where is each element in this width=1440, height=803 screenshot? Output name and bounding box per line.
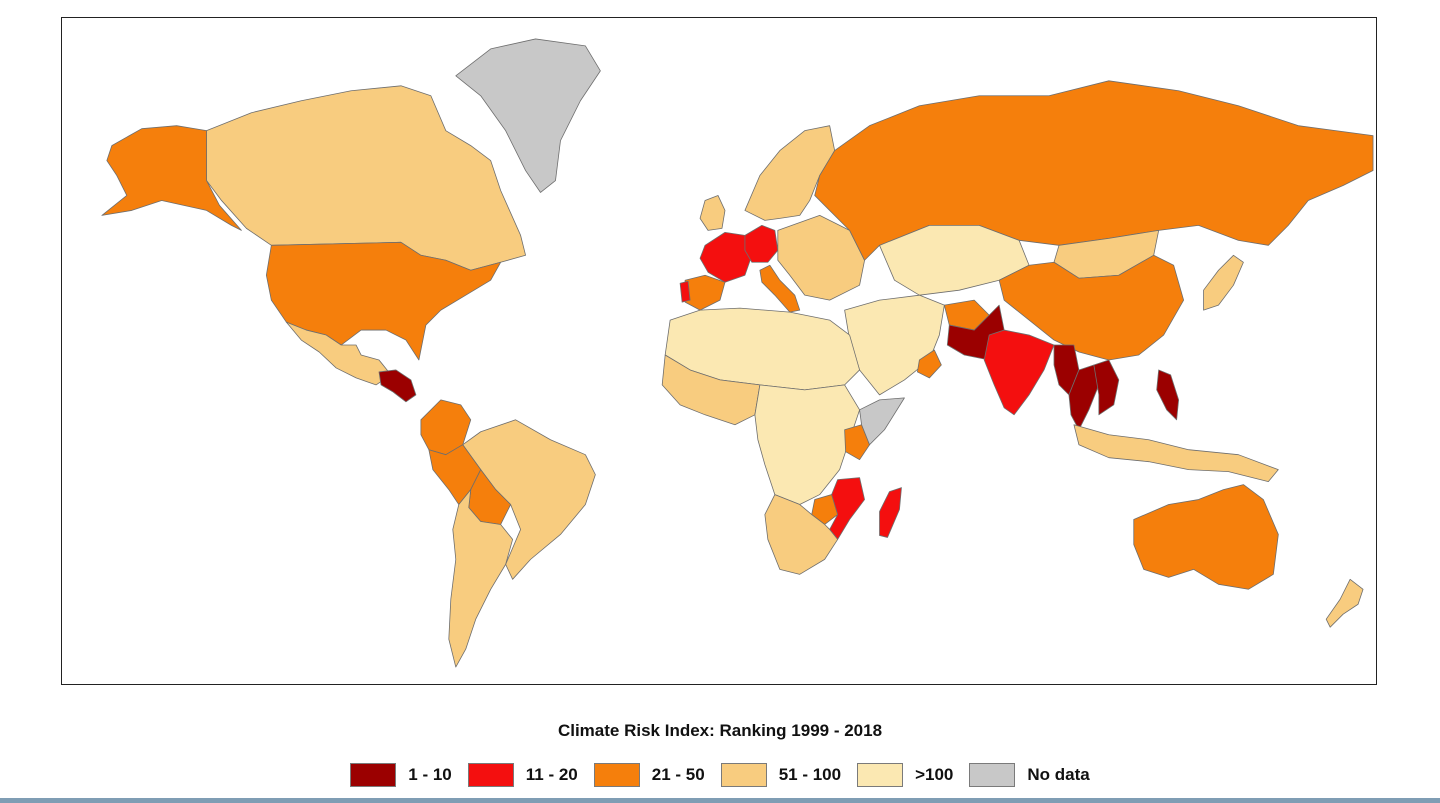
region-kenya [844,424,870,461]
region-canada [206,85,526,271]
region-china [998,254,1185,361]
region-middle-east [844,294,945,396]
region-madagascar [879,487,902,538]
legend-item: No data [969,763,1090,787]
bottom-divider [0,798,1440,803]
region-russia [814,80,1374,261]
region-argentina [448,489,514,668]
region-west-africa [661,354,761,426]
legend: 1 - 10 11 - 20 21 - 50 51 - 100 >100 No data [0,763,1440,787]
legend-label: No data [1027,765,1090,784]
region-new-zealand [1325,578,1364,628]
region-central-america [378,369,417,403]
region-japan [1203,254,1244,311]
legend-item: 11 - 20 [467,763,578,787]
region-philippines [1156,369,1180,421]
region-india [983,329,1055,416]
region-thailand [1068,364,1100,431]
legend-swatch [969,763,1016,787]
map-canvas [101,38,1374,668]
legend-title: Climate Risk Index: Ranking 1999 - 2018 [557,721,883,740]
region-oman [917,349,942,379]
legend-label: >100 [915,765,954,784]
region-australia [1133,484,1279,590]
legend-item: 1 - 10 [350,763,452,787]
region-alaska [101,125,242,231]
legend-item: >100 [857,763,953,787]
legend-item: 51 - 100 [720,763,842,787]
region-france [699,231,753,283]
legend-swatch [593,763,640,787]
legend-swatch [720,763,767,787]
region-central-africa [754,384,860,505]
region-iberia [684,274,726,311]
legend-label: 1 - 10 [408,765,452,784]
region-mexico [285,321,392,386]
region-greenland [455,38,601,193]
legend-label: 11 - 20 [525,765,578,784]
world-map [61,17,1377,685]
region-somalia [859,397,905,446]
legend-label: 21 - 50 [651,765,705,784]
legend-swatch [857,763,904,787]
region-portugal [679,280,691,303]
region-germany [744,224,779,263]
region-indonesia [1073,424,1279,483]
region-italy [759,264,801,313]
region-vietnam [1093,359,1120,416]
region-zimbabwe [811,494,839,525]
legend-swatch [350,763,397,787]
region-united-kingdom [699,195,726,231]
legend-swatch [467,763,514,787]
region-eastern-europe [777,215,865,301]
legend-item: 21 - 50 [593,763,705,787]
region-southern-africa [764,494,839,575]
legend-label: 51 - 100 [778,765,842,784]
